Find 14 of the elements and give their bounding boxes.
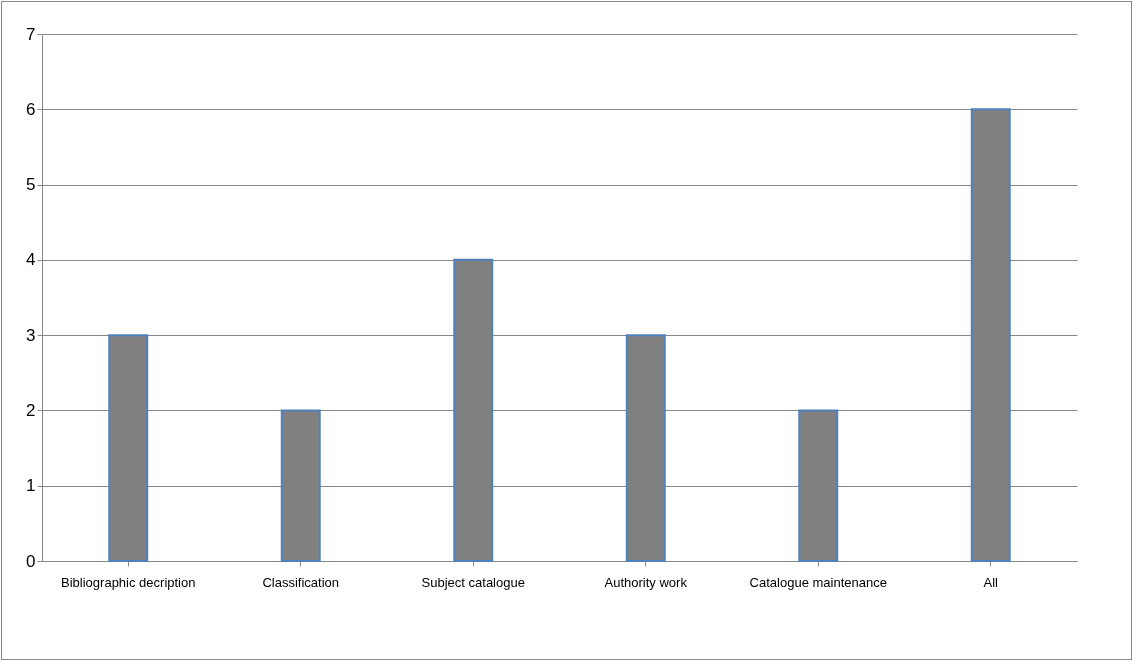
x-tick-label: Bibliographic decription <box>61 574 196 590</box>
x-tick-label: All <box>983 574 999 590</box>
x-tick-label: Subject catalogue <box>421 574 525 590</box>
y-tick-label: 0 <box>26 551 36 571</box>
x-tick-label: Catalogue maintenance <box>749 574 887 590</box>
y-tick-label: 7 <box>26 24 36 44</box>
y-tick-label: 2 <box>26 400 36 420</box>
y-tick-label: 6 <box>26 99 36 119</box>
y-tick-label: 4 <box>26 250 36 270</box>
x-tick-label: Classification <box>262 574 340 590</box>
x-tick-label: Authority work <box>604 574 688 590</box>
y-tick-label: 1 <box>26 476 36 496</box>
y-tick-label: 5 <box>26 175 36 195</box>
y-tick-label: 3 <box>26 325 36 345</box>
